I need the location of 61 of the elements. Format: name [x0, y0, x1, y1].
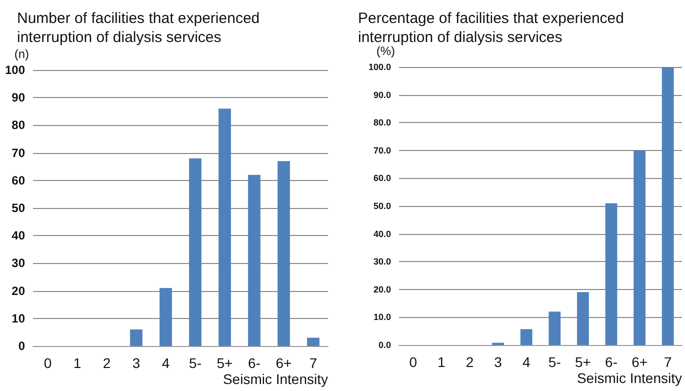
bar — [130, 329, 142, 346]
x-tick-label: 2 — [102, 355, 111, 371]
y-tick-label: 30 — [12, 256, 26, 270]
x-tick-label: 3 — [132, 355, 140, 371]
y-axis-title: (n) — [14, 47, 29, 61]
x-tick-label: 2 — [466, 354, 474, 370]
bar — [520, 329, 532, 345]
chart-title: Percentage of facilities that experienced interruption of dialysis services — [358, 10, 628, 46]
y-tick-label: 10.0 — [373, 312, 391, 322]
x-tick-label: 5+ — [574, 354, 591, 370]
chart-title: Number of facilities that experienced interruption of dialysis services — [17, 10, 264, 46]
x-tick-label: 1 — [438, 354, 446, 370]
bar — [218, 108, 231, 346]
x-tick-label: 0 — [44, 355, 52, 371]
y-tick-label: 60.0 — [373, 173, 391, 184]
x-tick-label: 7 — [309, 355, 318, 371]
y-tick-label: 10 — [12, 311, 26, 326]
bar — [548, 312, 561, 345]
x-tick-label: 7 — [664, 354, 672, 370]
x-tick-label: 0 — [409, 354, 418, 370]
x-tick-label: 6- — [248, 355, 261, 371]
y-tick-label: 100.0 — [368, 62, 391, 72]
y-tick-label: 50 — [12, 201, 26, 215]
x-tick-label: 6- — [605, 354, 618, 370]
y-tick-label: 90.0 — [373, 90, 391, 100]
y-tick-label: 0.0 — [378, 340, 391, 350]
x-tick-label: 6+ — [632, 354, 648, 370]
y-tick-label: 20 — [12, 284, 26, 298]
y-tick-label: 0 — [18, 339, 26, 353]
y-tick-label: 40 — [12, 228, 26, 243]
y-axis-title: (%) — [376, 44, 395, 58]
x-tick-label: 5- — [548, 354, 562, 370]
bar — [160, 288, 172, 346]
bar — [307, 338, 320, 346]
x-tick-label: 6+ — [276, 355, 292, 371]
bar — [662, 67, 674, 345]
y-tick-label: 20.0 — [373, 284, 391, 294]
x-tick-label: 4 — [162, 355, 170, 371]
x-tick-label: 4 — [522, 354, 530, 370]
y-tick-label: 80 — [12, 118, 26, 132]
x-tick-label: 5- — [189, 355, 202, 371]
y-tick-label: 40.0 — [373, 228, 391, 239]
y-tick-label: 50.0 — [373, 201, 391, 211]
bar — [577, 292, 589, 345]
y-tick-label: 30.0 — [373, 256, 391, 267]
y-tick-label: 100 — [4, 63, 26, 77]
x-tick-label: 1 — [73, 355, 82, 371]
x-axis-title: Seismic Intensity — [576, 370, 682, 386]
bar — [634, 150, 646, 345]
x-tick-label: 5+ — [216, 355, 233, 371]
bar — [278, 161, 290, 346]
y-tick-label: 70.0 — [373, 145, 391, 156]
bar — [189, 158, 202, 346]
y-tick-label: 60 — [12, 173, 26, 188]
y-tick-label: 90 — [12, 90, 26, 105]
bar — [605, 203, 618, 345]
y-tick-label: 80.0 — [373, 118, 391, 128]
x-axis-title: Seismic Intensity — [222, 371, 328, 387]
y-tick-label: 70 — [12, 146, 26, 160]
x-tick-label: 3 — [494, 354, 502, 370]
bar — [248, 174, 260, 346]
